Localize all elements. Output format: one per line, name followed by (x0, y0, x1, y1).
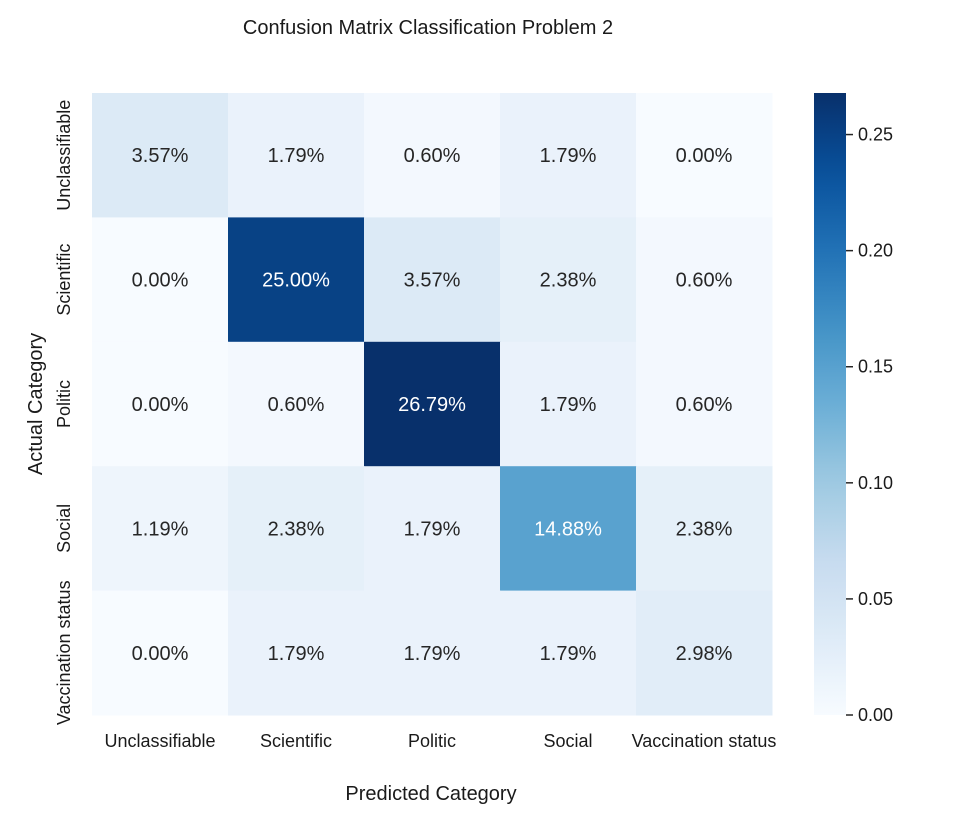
x-axis-label: Predicted Category (345, 783, 516, 805)
y-tick-label: Scientific (54, 244, 74, 316)
heatmap-cell (500, 590, 637, 716)
cell-value-label: 14.88% (534, 518, 602, 540)
heatmap-cell (364, 590, 501, 716)
x-tick-label: Social (543, 731, 592, 751)
cell-value-label: 26.79% (398, 394, 466, 416)
cell-value-label: 1.79% (540, 145, 597, 167)
heatmap-cell (500, 217, 637, 343)
heatmap-cell (364, 466, 501, 592)
cell-value-label: 1.79% (540, 394, 597, 416)
heatmap-cell (228, 466, 365, 592)
heatmap-cell (364, 341, 501, 467)
heatmap-cell (364, 217, 501, 343)
colorbar (814, 93, 846, 715)
y-tick-label: Social (54, 504, 74, 553)
heatmap-cell (636, 93, 773, 218)
heatmap-cell (228, 341, 365, 467)
chart-title: Confusion Matrix Classification Problem … (243, 17, 613, 39)
colorbar-tick-label: 0.15 (858, 357, 893, 377)
heatmap-cell (364, 93, 501, 218)
cell-value-label: 2.38% (268, 518, 325, 540)
heatmap-cell (228, 217, 365, 343)
y-tick-label: Unclassifiable (54, 100, 74, 211)
cell-value-label: 1.79% (404, 643, 461, 665)
y-tick-label: Vaccination status (54, 580, 74, 725)
heatmap-cell (500, 341, 637, 467)
colorbar-ticks: 0.00 0.05 0.10 0.15 0.20 0.25 (846, 125, 893, 725)
cell-value-label: 1.79% (540, 643, 597, 665)
x-tick-label: Vaccination status (632, 731, 777, 751)
heatmap-cell (92, 93, 229, 218)
cell-value-label: 3.57% (404, 270, 461, 292)
colorbar-tick-label: 0.25 (858, 125, 893, 145)
x-tick-label: Politic (408, 731, 456, 751)
heatmap-cell (92, 217, 229, 343)
cell-value-label: 0.60% (676, 394, 733, 416)
cell-value-label: 1.79% (268, 145, 325, 167)
heatmap-cell (500, 466, 637, 592)
heatmap-cell (636, 590, 773, 716)
cell-value-label: 2.38% (676, 518, 733, 540)
cell-value-label: 0.00% (132, 394, 189, 416)
heatmap-cell (228, 590, 365, 716)
cell-value-label: 2.38% (540, 270, 597, 292)
heatmap-cell (92, 466, 229, 592)
cell-value-label: 0.00% (676, 145, 733, 167)
heatmap-cell (228, 93, 365, 218)
cell-value-label: 0.00% (132, 270, 189, 292)
x-axis-ticks: Unclassifiable Scientific Politic Social Vac… (104, 731, 776, 751)
cell-value-label: 2.98% (676, 643, 733, 665)
cell-value-label: 0.60% (676, 270, 733, 292)
heatmap-cell (636, 466, 773, 592)
heatmap-cell (92, 341, 229, 467)
colorbar-tick-label: 0.20 (858, 241, 893, 261)
y-tick-label: Politic (54, 380, 74, 428)
cell-value-label: 1.79% (404, 518, 461, 540)
heatmap-cell (92, 590, 229, 716)
cell-value-label: 1.19% (132, 518, 189, 540)
cell-value-label: 1.79% (268, 643, 325, 665)
heatmap-cell (636, 217, 773, 343)
colorbar-tick-label: 0.05 (858, 589, 893, 609)
cell-value-label: 0.00% (132, 643, 189, 665)
x-tick-label: Scientific (260, 731, 332, 751)
x-tick-label: Unclassifiable (104, 731, 215, 751)
cell-value-label: 0.60% (268, 394, 325, 416)
cell-value-label: 0.60% (404, 145, 461, 167)
cell-value-label: 3.57% (132, 145, 189, 167)
cell-value-label: 25.00% (262, 270, 330, 292)
colorbar-tick-label: 0.00 (858, 705, 893, 725)
heatmap-cells: 3.57% 1.79% 0.60% 1.79% 0.00% 0.00% 25.00% 3.57… (92, 93, 773, 716)
colorbar-tick-label: 0.10 (858, 473, 893, 493)
y-axis-label: Actual Category (25, 333, 47, 475)
heatmap-cell (636, 341, 773, 467)
y-axis-ticks: Unclassifiable Scientific Politic Social Vac… (54, 100, 74, 726)
heatmap-cell (500, 93, 637, 218)
